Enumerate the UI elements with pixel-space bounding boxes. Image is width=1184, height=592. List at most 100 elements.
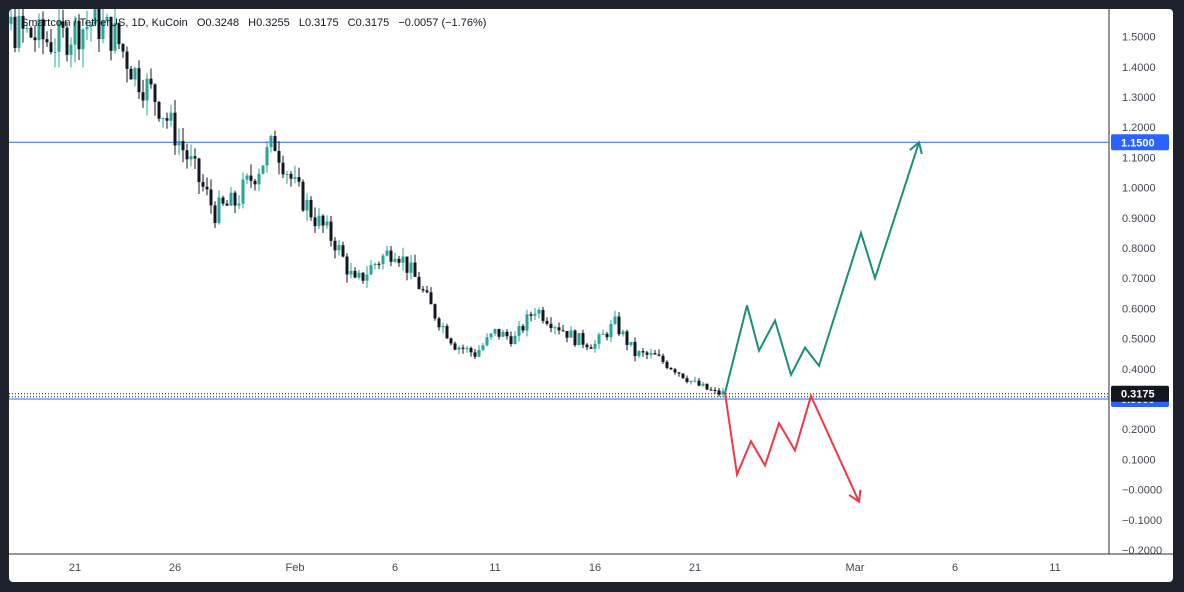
candle-body	[181, 141, 185, 151]
legend-high: 0.3255	[256, 17, 290, 29]
candle-body	[321, 215, 325, 226]
y-tick-label: 0.2000	[1122, 424, 1156, 436]
candle-body	[229, 192, 233, 206]
candle-body	[481, 345, 485, 350]
candle-body	[469, 347, 473, 353]
candle-body	[45, 39, 49, 43]
candle-body	[389, 250, 393, 262]
candle-body	[221, 197, 225, 204]
candle-body	[81, 29, 85, 50]
candle-body	[149, 78, 153, 85]
candle-body	[637, 351, 641, 356]
candle-body	[501, 331, 505, 337]
bearish-arrowhead	[848, 489, 862, 504]
last-price-tag-label: 0.3175	[1121, 389, 1155, 401]
candle-body	[253, 180, 257, 185]
candle-body	[173, 112, 177, 146]
candle-body	[105, 16, 109, 21]
candle-body	[393, 258, 397, 262]
candle-body	[445, 326, 449, 339]
last-price-tag	[1111, 385, 1169, 402]
candle-body	[429, 292, 433, 305]
candle-body	[585, 344, 589, 348]
candle-body	[249, 175, 253, 181]
candle-body	[597, 334, 601, 344]
candle-body	[565, 331, 569, 338]
candle-body	[133, 68, 137, 80]
bearish-projection-path	[724, 392, 860, 503]
candle-body	[89, 24, 93, 27]
x-tick-label: 11	[489, 562, 500, 574]
candle-body	[313, 217, 317, 227]
candle-body	[57, 21, 61, 52]
candle-body	[549, 323, 553, 329]
candle-body	[693, 380, 697, 382]
candle-body	[113, 23, 117, 51]
candle-body	[449, 338, 453, 344]
y-tick-label: 1.2000	[1122, 122, 1156, 134]
candle-body	[697, 380, 701, 386]
candle-body	[545, 320, 549, 324]
candle-body	[41, 19, 45, 40]
candle-body	[361, 272, 365, 281]
candle-body	[297, 177, 301, 182]
candle-body	[541, 309, 545, 321]
candle-body	[125, 51, 129, 69]
candle-body	[17, 15, 21, 48]
y-tick-label: 0.5000	[1122, 334, 1156, 346]
y-tick-label: −0.1000	[1122, 515, 1162, 527]
price-chart[interactable]: 1.5000 1.4000 1.3000 1.2000 1.1000 1.0000 0.90…	[9, 9, 1173, 582]
y-tick-label: 0.1000	[1122, 454, 1156, 466]
candle-body	[593, 343, 597, 349]
candle-body	[273, 136, 277, 151]
candle-body	[353, 270, 357, 278]
candle-body	[661, 355, 665, 362]
candle-body	[685, 378, 689, 382]
y-tick-label: 1.0000	[1122, 183, 1156, 195]
candle-body	[217, 197, 221, 223]
candle-body	[333, 240, 337, 251]
candle-body	[453, 343, 457, 350]
candle-body	[241, 179, 245, 204]
x-tick-label: Mar	[846, 562, 865, 574]
y-tick-label: 0.7000	[1122, 273, 1156, 285]
candle-body	[77, 20, 81, 50]
candle-body	[185, 150, 189, 160]
candle-body	[613, 316, 617, 324]
x-tick-label: 21	[69, 562, 81, 574]
candle-body	[581, 333, 585, 345]
candle-body	[97, 9, 101, 39]
candle-body	[301, 181, 305, 211]
candle-body	[573, 330, 577, 346]
candle-body	[397, 258, 401, 263]
candle-body	[305, 199, 309, 211]
candle-body	[621, 331, 625, 335]
y-tick-label: 1.4000	[1122, 62, 1156, 74]
candle-body	[689, 380, 693, 382]
candle-body	[201, 182, 205, 187]
y-tick-label: 0.8000	[1122, 243, 1156, 255]
candle-body	[493, 328, 497, 334]
candle-body	[177, 141, 181, 146]
legend-close: 0.3175	[355, 17, 390, 29]
candle-body	[277, 150, 281, 163]
candle-body	[529, 314, 533, 316]
x-tick-label: 26	[169, 562, 181, 574]
x-tick-label: 6	[392, 562, 398, 574]
candle-body	[473, 352, 477, 357]
candle-body	[337, 245, 341, 251]
candle-body	[561, 330, 565, 332]
candle-body	[413, 262, 417, 277]
candle-body	[441, 326, 445, 328]
candle-body	[505, 331, 509, 337]
candle-body	[61, 21, 65, 28]
candle-body	[69, 44, 73, 55]
candle-body	[577, 333, 581, 346]
candle-body	[385, 250, 389, 256]
candle-body	[141, 92, 145, 101]
candle-body	[657, 354, 661, 356]
candle-body	[129, 68, 133, 80]
candle-body	[477, 349, 481, 357]
candle-body	[365, 274, 369, 281]
candle-body	[153, 84, 157, 102]
